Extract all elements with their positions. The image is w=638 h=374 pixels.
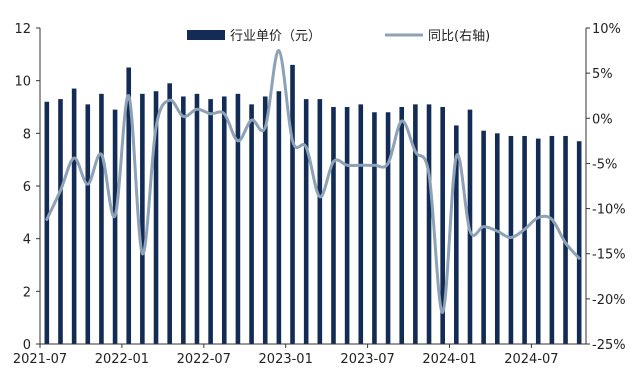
bar: [44, 101, 50, 344]
bar: [399, 107, 405, 344]
bar: [262, 96, 268, 344]
y-tick-label: 10: [14, 75, 31, 90]
yoy-line: [45, 49, 581, 314]
legend: 行业单价（元） 同比(右轴): [187, 29, 490, 44]
bar: [99, 93, 104, 344]
bar: [126, 67, 132, 344]
bar: [317, 99, 323, 344]
x-tick-label: 2023-07: [340, 352, 394, 367]
y-tick-label: 4: [23, 233, 31, 248]
bar: [426, 104, 432, 345]
bar: [385, 112, 391, 345]
bar: [576, 141, 582, 344]
bar: [58, 99, 63, 344]
bar: [481, 130, 486, 344]
y-tick-label: 6: [23, 180, 31, 195]
bar: [303, 99, 309, 344]
bar: [208, 99, 213, 344]
x-tick-label: 2024-01: [422, 352, 476, 367]
bar: [413, 104, 418, 345]
bar: [372, 112, 377, 345]
bar: [290, 64, 295, 345]
bar: [549, 135, 555, 344]
y2-tick-label: 5%: [592, 67, 613, 82]
y2-tick-label: 10%: [592, 22, 621, 37]
bar: [235, 93, 241, 344]
y2-tick-label: -20%: [592, 293, 626, 308]
bar: [249, 104, 254, 345]
bars-layer: [44, 64, 582, 345]
legend-line-label: 同比(右轴): [428, 29, 490, 44]
bar: [140, 93, 145, 344]
x-tick-label: 2024-07: [504, 352, 558, 367]
bar: [221, 96, 227, 344]
x-tick-label: 2023-01: [259, 352, 313, 367]
bar: [85, 104, 91, 345]
bar: [508, 135, 514, 344]
y2-tick-label: -10%: [592, 203, 626, 218]
line-layer: [45, 49, 581, 314]
bar: [181, 96, 186, 344]
y-tick-label: 8: [23, 127, 31, 142]
y2-tick-label: -5%: [592, 157, 617, 172]
bar: [344, 107, 350, 344]
bar: [331, 107, 336, 344]
bar: [276, 91, 282, 344]
bar: [535, 138, 541, 344]
bar: [454, 125, 459, 345]
axes-layer: 0 2 4 6 8 10 12 -25% -20% -15% -10% -5% 0% 5% 10% 2021-…: [13, 22, 626, 367]
y2-tick-label: -15%: [592, 248, 626, 263]
bar: [112, 109, 118, 344]
bar: [153, 91, 159, 344]
x-tick-label: 2022-01: [95, 352, 149, 367]
y-tick-label: 2: [23, 285, 31, 300]
x-tick-label: 2022-07: [177, 352, 231, 367]
y2-tick-label: 0%: [592, 112, 613, 127]
y2-tick-label: -25%: [592, 338, 626, 353]
bar: [522, 135, 527, 344]
y-tick-label: 0: [23, 338, 31, 353]
bar: [167, 83, 172, 345]
bar: [494, 133, 500, 344]
legend-bar-label: 行业单价（元）: [230, 29, 321, 44]
bar: [71, 88, 77, 344]
bar: [358, 104, 364, 345]
bar: [440, 107, 445, 344]
bar: [194, 93, 200, 344]
bar: [563, 135, 568, 344]
y-tick-label: 12: [14, 22, 31, 37]
legend-bar-swatch: [187, 30, 225, 40]
x-tick-label: 2021-07: [13, 352, 67, 367]
